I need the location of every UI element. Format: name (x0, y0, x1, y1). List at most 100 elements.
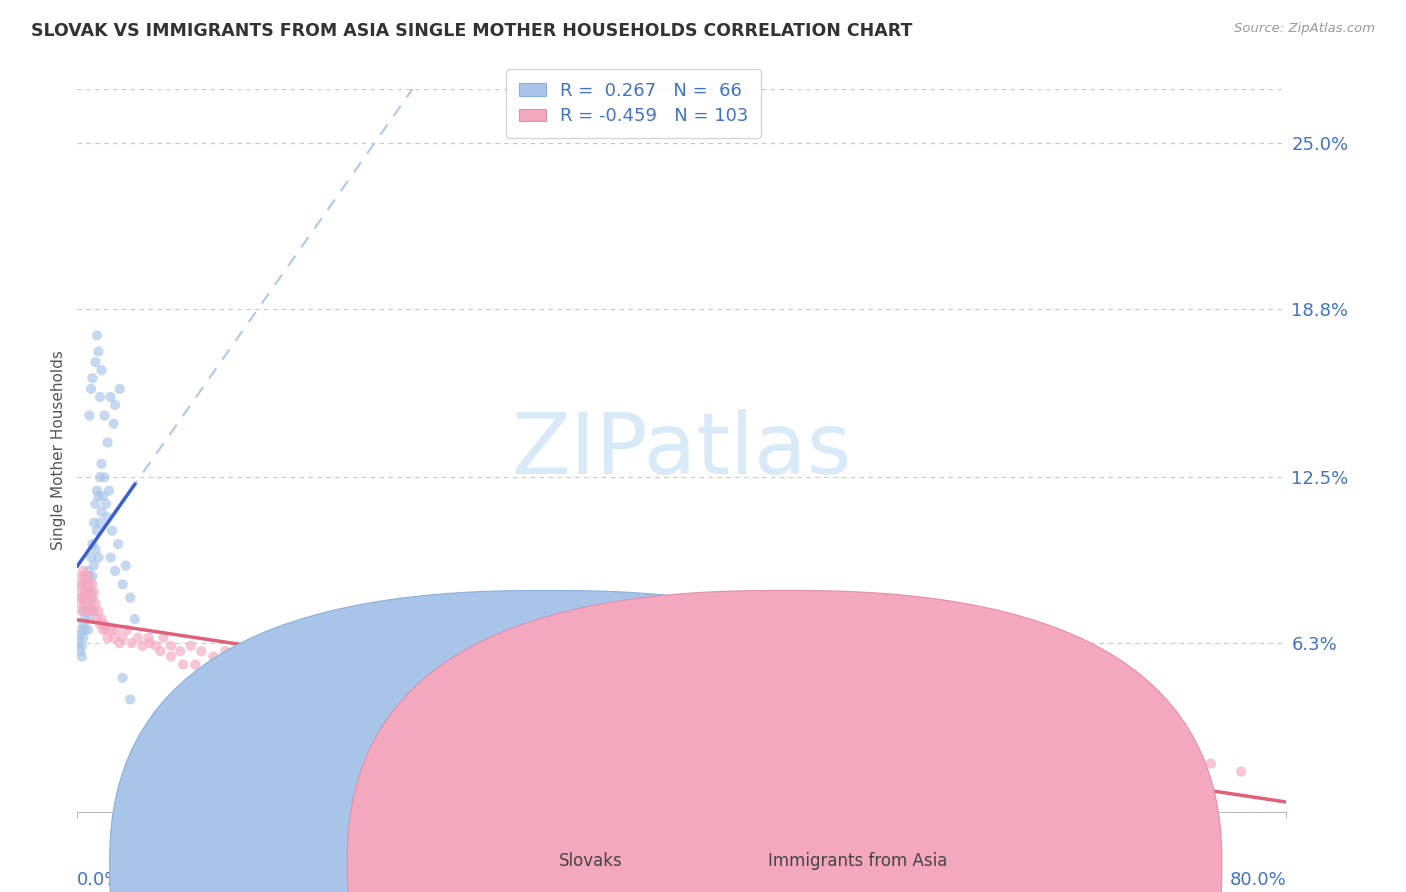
Point (283, 657, 305, 672)
Point (104, 398, 127, 412)
Point (200, 665, 222, 680)
Point (686, 756, 709, 771)
Point (84, 596, 107, 610)
Point (79, 604, 101, 618)
Point (91, 623, 114, 637)
Point (100, 390, 122, 404)
Point (86, 524, 108, 538)
Point (69, 628, 91, 642)
Point (96, 435, 118, 450)
Point (127, 631, 149, 645)
Point (104, 564, 127, 578)
Point (152, 631, 174, 645)
Point (79, 409, 101, 423)
Point (84, 542, 107, 557)
Point (520, 684, 543, 698)
Point (89, 470, 111, 484)
Point (111, 631, 134, 645)
Point (350, 665, 373, 680)
Point (160, 649, 183, 664)
Point (402, 665, 425, 680)
Point (169, 644, 191, 658)
Point (79, 585, 101, 599)
Point (1123, 746, 1146, 760)
Point (79, 612, 101, 626)
Point (77, 569, 100, 583)
Point (121, 636, 143, 650)
Point (180, 639, 202, 653)
Point (84, 355, 107, 369)
Point (75, 577, 97, 591)
Point (762, 764, 785, 779)
Point (375, 671, 398, 685)
Point (1078, 738, 1101, 752)
Point (77, 623, 100, 637)
Text: 0.0%: 0.0% (77, 871, 122, 888)
Point (103, 417, 125, 431)
Point (83, 516, 105, 530)
Point (762, 703, 785, 717)
Point (87, 344, 110, 359)
Point (82, 577, 104, 591)
Point (77, 596, 100, 610)
Text: Slovaks: Slovaks (558, 852, 623, 870)
Point (229, 649, 252, 664)
Point (1161, 751, 1184, 765)
Point (90, 612, 112, 626)
Point (79, 569, 101, 583)
Point (73, 591, 96, 605)
Point (444, 719, 467, 733)
Point (103, 631, 125, 645)
Point (610, 746, 633, 760)
Point (73, 585, 96, 599)
Point (100, 623, 122, 637)
Point (73, 596, 96, 610)
Point (120, 591, 142, 605)
Text: Source: ZipAtlas.com: Source: ZipAtlas.com (1234, 22, 1375, 36)
Point (70, 591, 93, 605)
Point (80, 550, 103, 565)
Point (80, 382, 103, 396)
Point (73, 612, 96, 626)
Point (100, 550, 122, 565)
Point (90, 505, 112, 519)
Point (94, 497, 117, 511)
Point (671, 692, 693, 706)
Point (1199, 756, 1222, 771)
Point (90, 457, 112, 471)
Point (1033, 730, 1056, 744)
Point (82, 371, 104, 385)
Point (87, 550, 110, 565)
Point (716, 698, 738, 712)
Point (184, 657, 207, 672)
Point (72, 591, 94, 605)
Point (93, 409, 115, 423)
Point (263, 684, 285, 698)
Point (131, 639, 153, 653)
Point (1230, 764, 1253, 779)
Point (145, 639, 167, 653)
Point (98, 483, 121, 498)
Point (218, 671, 240, 685)
Point (93, 470, 115, 484)
Point (83, 558, 105, 573)
Text: ZIPatlas: ZIPatlas (512, 409, 852, 492)
Point (96, 510, 118, 524)
Point (77, 585, 100, 599)
Point (77, 564, 100, 578)
Point (75, 591, 97, 605)
Point (79, 577, 101, 591)
Point (83, 585, 105, 599)
Point (82, 604, 104, 618)
Point (304, 665, 326, 680)
Point (172, 657, 194, 672)
Point (83, 604, 105, 618)
Point (72, 577, 94, 591)
Point (101, 524, 124, 538)
Point (91, 489, 114, 503)
Point (633, 692, 655, 706)
Point (69, 577, 91, 591)
Point (72, 564, 94, 578)
Point (988, 724, 1011, 739)
Point (111, 671, 134, 685)
